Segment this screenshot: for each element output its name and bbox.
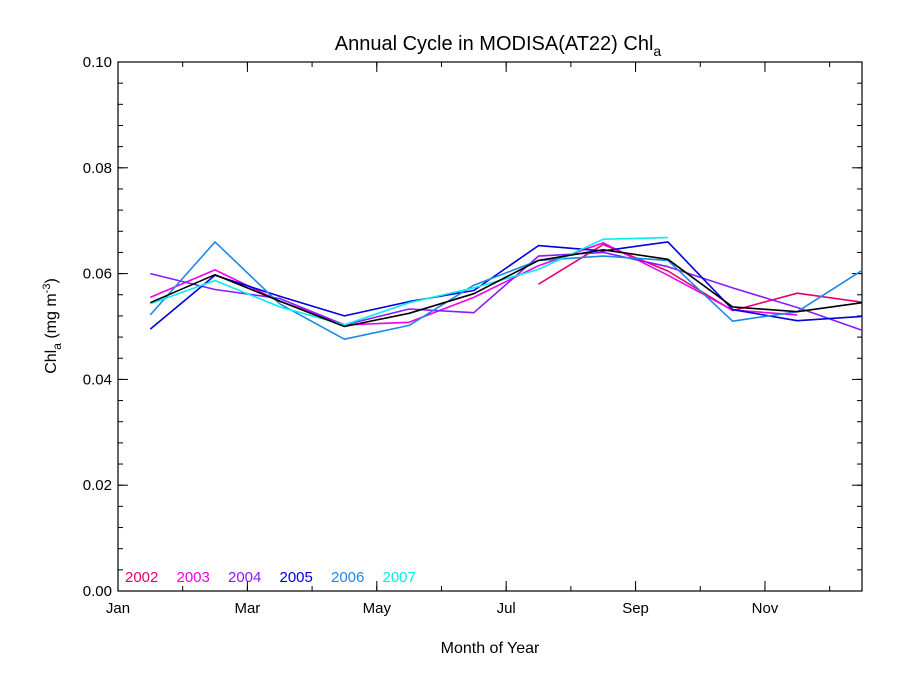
y-tick-label: 0.04 [83,371,112,388]
legend-item-2002: 2002 [125,569,158,586]
legend: 2002 2003 2004 2005 2006 2007 [125,569,416,586]
x-tick-label: May [363,600,392,617]
series-line-mean [149,249,863,328]
series-line-2005 [149,241,863,330]
y-tick-label: 0.06 [83,266,112,283]
series-line-2007 [150,236,668,326]
y-axis-label: Chla (mg m-3) [41,278,64,374]
y-tick-label: 0.08 [83,160,112,177]
legend-item-2005: 2005 [280,569,313,586]
x-axis-label: Month of Year [441,640,540,657]
x-tick-label: Nov [752,600,779,617]
x-tick-label: Mar [234,600,260,617]
x-tick-label: Jan [106,600,130,617]
y-tick-label: 0.02 [83,477,112,494]
x-tick-label: Sep [622,600,649,617]
plot-frame [117,61,863,592]
chart-title: Annual Cycle in MODISA(AT22) Chla [335,33,662,59]
x-tick-label: Jul [497,600,516,617]
y-tick-label: 0.00 [83,583,112,600]
series-layer [149,236,863,340]
legend-item-2003: 2003 [177,569,210,586]
legend-item-2004: 2004 [228,569,261,586]
y-tick-label: 0.10 [83,54,112,71]
series-line-2006 [149,241,863,340]
legend-item-2007: 2007 [383,569,416,586]
legend-item-2006: 2006 [331,569,364,586]
series-line-2003 [149,242,798,326]
ticks-layer: 0.00 0.02 0.04 0.06 0.08 0.10 Jan Mar May Jul Sep N… [83,54,862,617]
